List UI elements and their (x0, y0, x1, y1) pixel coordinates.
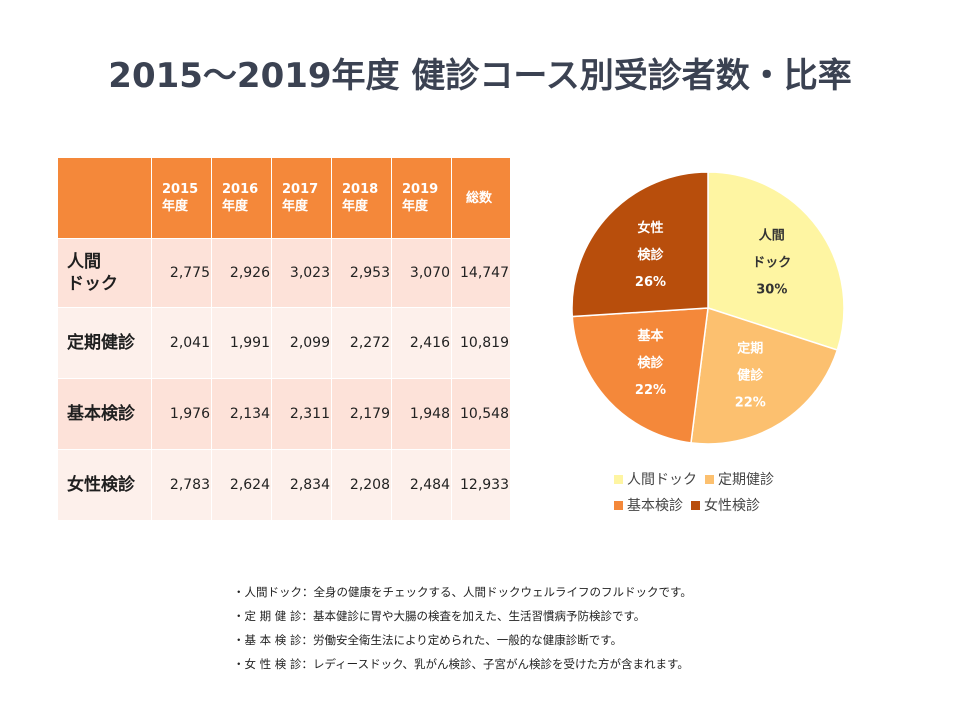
table-cell-total: 12,933 (451, 449, 511, 521)
legend-label: 人間ドック (627, 472, 697, 488)
pie-data-label: 健診 (737, 368, 764, 384)
course-notes: ・人間ドック：全身の健康をチェックする、人間ドックウェルライフのフルドックです。… (233, 580, 833, 676)
pie-data-label: 人間 (759, 228, 785, 244)
table-cell: 2,783 (151, 449, 212, 521)
legend-item-josei-kenshin: 女性検診 (691, 495, 760, 515)
pie-data-label: 女性 (637, 220, 663, 236)
header-2016: 2016 年度 (211, 157, 272, 239)
legend-swatch (614, 500, 623, 510)
header-2018: 2018 年度 (331, 157, 392, 239)
note-ningen-dock: ・人間ドック：全身の健康をチェックする、人間ドックウェルライフのフルドックです。 (233, 585, 692, 599)
header-2015: 2015 年度 (151, 157, 212, 239)
table-cell-total: 10,548 (451, 378, 511, 450)
pie-data-label: 基本 (636, 328, 663, 344)
table-cell: 1,948 (391, 378, 452, 450)
table-cell: 1,991 (211, 307, 272, 379)
table-header-row: 2015 年度 2016 年度 2017 年度 2018 年度 2019 年度 総数 (57, 157, 511, 239)
pie-data-label: 30% (756, 283, 787, 298)
table-cell: 3,023 (271, 238, 332, 308)
table-row-kihon-kenshin: 基本検診 1,976 2,134 2,311 2,179 1,948 10,54… (57, 378, 511, 450)
table-cell: 2,416 (391, 307, 452, 379)
table-cell: 2,311 (271, 378, 332, 450)
chart-legend: 人間ドック 定期健診 基本検診 女性検診 (614, 466, 834, 518)
legend-swatch (614, 474, 623, 484)
legend-label: 女性検診 (704, 498, 760, 514)
table-row-ningen-dock: 人間 ドック 2,775 2,926 3,023 2,953 3,070 14,… (57, 238, 511, 308)
header-2017: 2017 年度 (271, 157, 332, 239)
table-cell: 2,099 (271, 307, 332, 379)
pie-data-label: 26% (635, 275, 666, 290)
page-title: 2015～2019年度 健診コース別受診者数・比率 (108, 56, 852, 96)
legend-label: 基本検診 (627, 498, 683, 514)
row-label: 人間 ドック (57, 238, 152, 308)
row-label: 女性検診 (57, 449, 152, 521)
table-row-teiki-kenshin: 定期健診 2,041 1,991 2,099 2,272 2,416 10,81… (57, 307, 511, 379)
header-2019: 2019 年度 (391, 157, 452, 239)
note-kihon-kenshin: ・基 本 検 診：労働安全衛生法により定められた、一般的な健康診断です。 (233, 633, 623, 647)
table-corner-cell (57, 157, 152, 239)
note-josei-kenshin: ・女 性 検 診：レディースドック、乳がん検診、子宮がん検診を受けた方が含まれま… (233, 657, 689, 671)
pie-data-label: ドック (752, 256, 791, 271)
legend-item-kihon-kenshin: 基本検診 (614, 495, 683, 515)
pie-data-label: 検診 (637, 247, 664, 263)
legend-label: 定期健診 (718, 472, 774, 488)
pie-data-label: 22% (735, 396, 766, 411)
table-cell: 2,953 (331, 238, 392, 308)
table-cell: 2,484 (391, 449, 452, 521)
pie-slice-teiki-kenshin (690, 307, 839, 445)
table-row-josei-kenshin: 女性検診 2,783 2,624 2,834 2,208 2,484 12,93… (57, 449, 511, 521)
pie-slice-josei-kenshin (571, 171, 709, 318)
table-cell: 1,976 (151, 378, 212, 450)
pie-data-label: 定期 (736, 341, 763, 357)
legend-item-ningen-dock: 人間ドック (614, 469, 697, 489)
visitor-count-table: 2015 年度 2016 年度 2017 年度 2018 年度 2019 年度 総数 人間… (57, 157, 511, 521)
pie-data-label: 検診 (637, 355, 664, 371)
table-cell: 2,041 (151, 307, 212, 379)
table-cell: 3,070 (391, 238, 452, 308)
legend-item-teiki-kenshin: 定期健診 (705, 469, 774, 489)
table-cell: 2,775 (151, 238, 212, 308)
table-cell: 2,134 (211, 378, 272, 450)
pie-slice-kihon-kenshin (571, 307, 709, 444)
legend-swatch (691, 500, 700, 510)
table-cell-total: 14,747 (451, 238, 511, 308)
row-label: 基本検診 (57, 378, 152, 450)
table-cell: 2,272 (331, 307, 392, 379)
row-label: 定期健診 (57, 307, 152, 379)
header-total: 総数 (451, 157, 511, 239)
pie-data-label: 22% (635, 383, 666, 398)
table-cell-total: 10,819 (451, 307, 511, 379)
table-cell: 2,834 (271, 449, 332, 521)
pie-slice-ningen-dock (707, 171, 845, 351)
table-cell: 2,624 (211, 449, 272, 521)
table-cell: 2,926 (211, 238, 272, 308)
table-cell: 2,179 (331, 378, 392, 450)
legend-swatch (705, 474, 714, 484)
note-teiki-kenshin: ・定 期 健 診：基本健診に胃や大腸の検査を加えた、生活習慣病予防検診です。 (233, 609, 646, 623)
table-cell: 2,208 (331, 449, 392, 521)
